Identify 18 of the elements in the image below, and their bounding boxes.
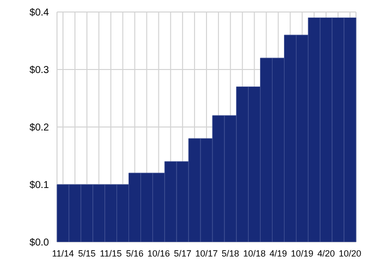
x-tick-label: 4/20 <box>317 248 335 258</box>
y-tick-label: $0.2 <box>30 122 50 134</box>
x-tick-label: 5/15 <box>78 248 96 258</box>
y-tick-label: $0.3 <box>30 65 50 76</box>
x-tick-label: 5/18 <box>222 248 240 258</box>
x-tick-label: 11/14 <box>52 248 74 258</box>
y-tick-label: $0.1 <box>30 180 50 192</box>
x-tick-label: 5/17 <box>174 248 192 258</box>
x-tick-label: 5/16 <box>126 248 144 258</box>
x-tick-label: 4/19 <box>269 248 288 258</box>
x-tick-label: 11/15 <box>100 248 122 258</box>
x-tick-label: 10/18 <box>243 248 266 258</box>
y-tick-label: $0.4 <box>30 8 50 19</box>
x-tick-label: 10/20 <box>338 248 362 258</box>
y-tick-label: $0.0 <box>30 238 50 249</box>
x-tick-label: 10/19 <box>290 248 314 258</box>
x-tick-label: 10/17 <box>195 248 218 258</box>
x-tick-label: 10/16 <box>147 248 170 258</box>
